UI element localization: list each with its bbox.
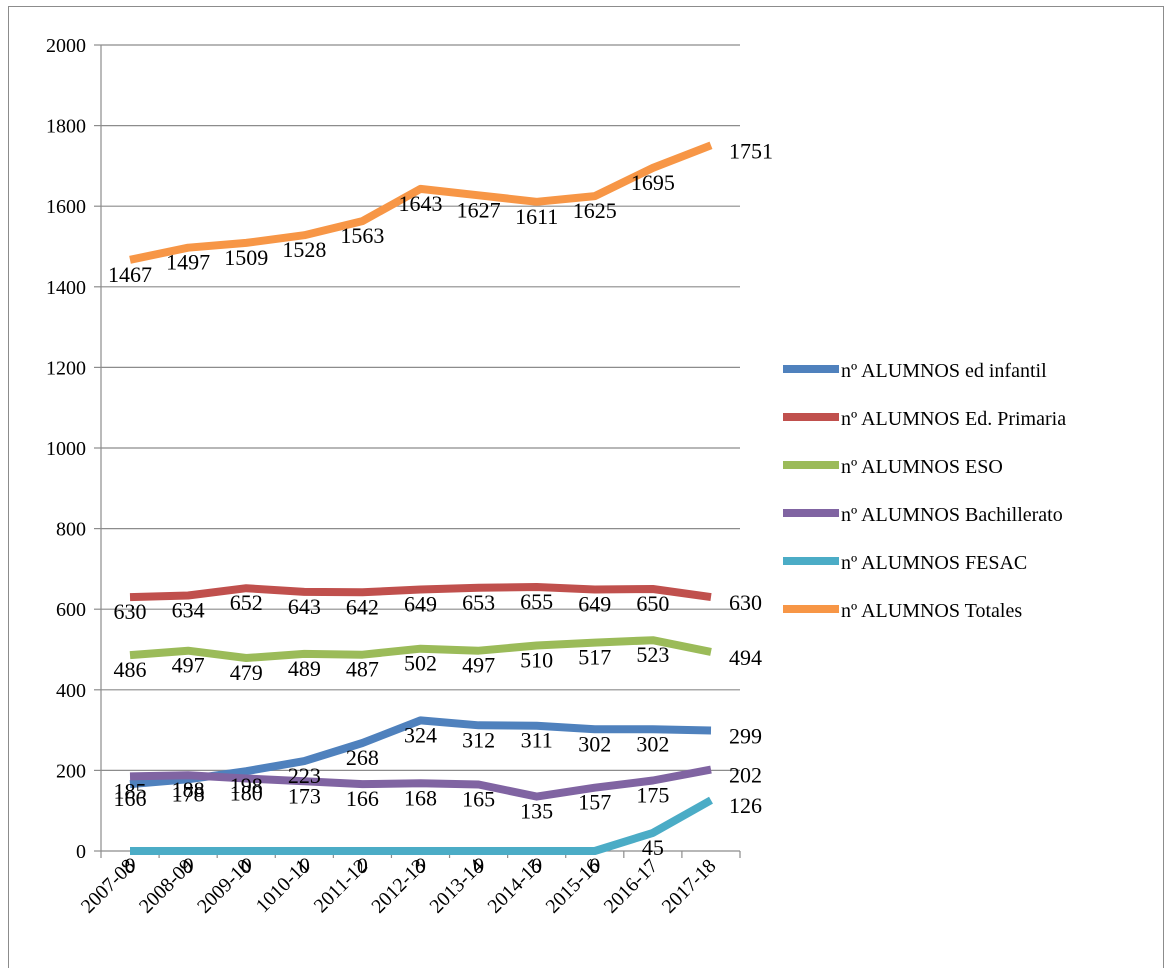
x-tick-label: 2017-18	[658, 855, 721, 918]
data-label: 487	[346, 657, 379, 682]
data-label: 324	[404, 722, 437, 747]
data-label: 1528	[282, 237, 326, 262]
data-label: 198	[230, 773, 263, 798]
data-label: 1643	[399, 191, 443, 216]
data-label: 185	[114, 778, 147, 803]
series-line	[129, 636, 712, 662]
data-label: 630	[729, 590, 762, 615]
data-label: 180	[230, 780, 263, 805]
legend-label: nº ALUMNOS ESO	[841, 456, 1003, 478]
data-label: 650	[636, 591, 669, 616]
legend-label: nº ALUMNOS FESAC	[841, 552, 1027, 574]
data-label: 643	[288, 594, 321, 619]
data-label: 649	[404, 591, 437, 616]
data-label: 175	[636, 782, 669, 807]
data-label: 45	[642, 835, 664, 860]
data-label: 178	[172, 781, 205, 806]
chart-frame	[8, 6, 1164, 968]
data-label: 653	[462, 590, 495, 615]
data-label: 1627	[457, 197, 501, 222]
data-label: 1625	[573, 198, 617, 223]
y-tick-label: 1200	[46, 357, 86, 379]
data-label: 655	[520, 589, 553, 614]
data-label: 166	[114, 786, 147, 811]
data-label: 1611	[515, 204, 558, 229]
data-label: 0	[357, 853, 368, 878]
data-label: 1695	[631, 170, 675, 195]
legend-label: nº ALUMNOS ed infantil	[841, 360, 1047, 382]
data-label: 0	[183, 853, 194, 878]
y-tick-label: 1000	[46, 438, 86, 460]
data-label: 126	[729, 793, 762, 818]
data-label: 634	[172, 597, 205, 622]
data-label: 299	[729, 724, 762, 749]
data-label: 497	[462, 653, 495, 678]
data-label: 0	[415, 853, 426, 878]
data-label: 489	[288, 656, 321, 681]
data-label: 642	[346, 594, 379, 619]
data-label: 312	[462, 727, 495, 752]
legend-label: nº ALUMNOS Ed. Primaria	[841, 408, 1066, 430]
y-tick-label: 2000	[46, 35, 86, 57]
data-label: 1751	[729, 138, 773, 163]
data-label: 168	[404, 785, 437, 810]
y-tick-label: 200	[56, 760, 86, 782]
data-label: 165	[462, 787, 495, 812]
series-line	[130, 796, 713, 855]
y-tick-label: 600	[56, 599, 86, 621]
y-tick-label: 0	[76, 841, 86, 863]
y-tick-label: 400	[56, 680, 86, 702]
data-label: 0	[241, 853, 252, 878]
data-label: 1497	[166, 250, 210, 275]
data-label: 0	[473, 853, 484, 878]
data-label: 630	[114, 599, 147, 624]
data-label: 202	[729, 763, 762, 788]
series-line	[129, 141, 713, 264]
data-label: 486	[114, 657, 147, 682]
data-label: 0	[531, 853, 542, 878]
data-label: 135	[520, 799, 553, 824]
data-label: 1563	[340, 223, 384, 248]
data-label: 302	[636, 731, 669, 756]
data-label: 517	[578, 645, 611, 670]
data-label: 652	[230, 590, 263, 615]
data-label: 173	[288, 783, 321, 808]
legend-label: nº ALUMNOS Bachillerato	[841, 504, 1063, 526]
x-tick-label: 2016-17	[600, 855, 663, 918]
data-label: 166	[346, 786, 379, 811]
series-line	[129, 765, 712, 801]
series-line	[129, 583, 712, 602]
data-label: 223	[288, 763, 321, 788]
data-label: 268	[346, 745, 379, 770]
data-label: 649	[578, 591, 611, 616]
data-label: 157	[578, 790, 611, 815]
data-label: 0	[299, 853, 310, 878]
data-label: 302	[578, 731, 611, 756]
data-label: 523	[636, 642, 669, 667]
data-label: 1467	[108, 262, 152, 287]
y-tick-label: 1600	[46, 196, 86, 218]
y-tick-label: 1400	[46, 277, 86, 299]
data-label: 510	[520, 647, 553, 672]
data-label: 494	[729, 645, 762, 670]
legend-label: nº ALUMNOS Totales	[841, 600, 1022, 622]
data-label: 188	[172, 777, 205, 802]
data-label: 0	[125, 853, 136, 878]
y-tick-label: 1800	[46, 116, 86, 138]
data-label: 0	[589, 853, 600, 878]
data-label: 497	[172, 653, 205, 678]
data-label: 502	[404, 651, 437, 676]
data-label: 479	[230, 660, 263, 685]
y-tick-label: 800	[56, 519, 86, 541]
data-label: 311	[521, 728, 553, 753]
data-label: 1509	[224, 245, 268, 270]
